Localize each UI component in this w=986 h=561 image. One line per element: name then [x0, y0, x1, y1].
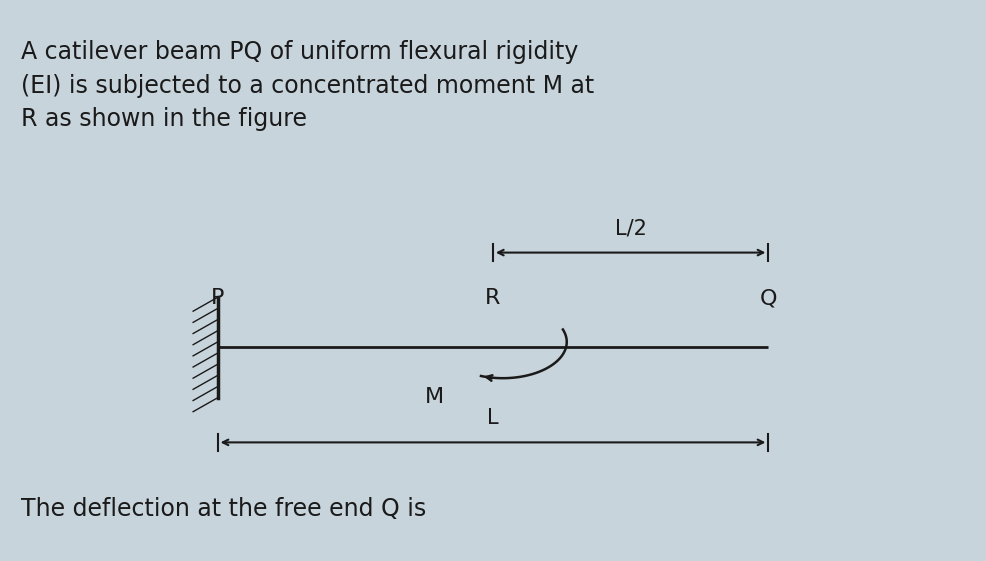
- Text: M: M: [424, 387, 444, 407]
- Text: The deflection at the free end Q is: The deflection at the free end Q is: [21, 496, 426, 521]
- Text: L/2: L/2: [614, 219, 647, 238]
- Text: A catilever beam PQ of uniform flexural rigidity
(EI) is subjected to a concentr: A catilever beam PQ of uniform flexural …: [21, 40, 595, 131]
- Text: P: P: [211, 288, 225, 309]
- Text: Q: Q: [759, 288, 777, 309]
- Text: L: L: [487, 408, 499, 429]
- Text: R: R: [485, 288, 501, 309]
